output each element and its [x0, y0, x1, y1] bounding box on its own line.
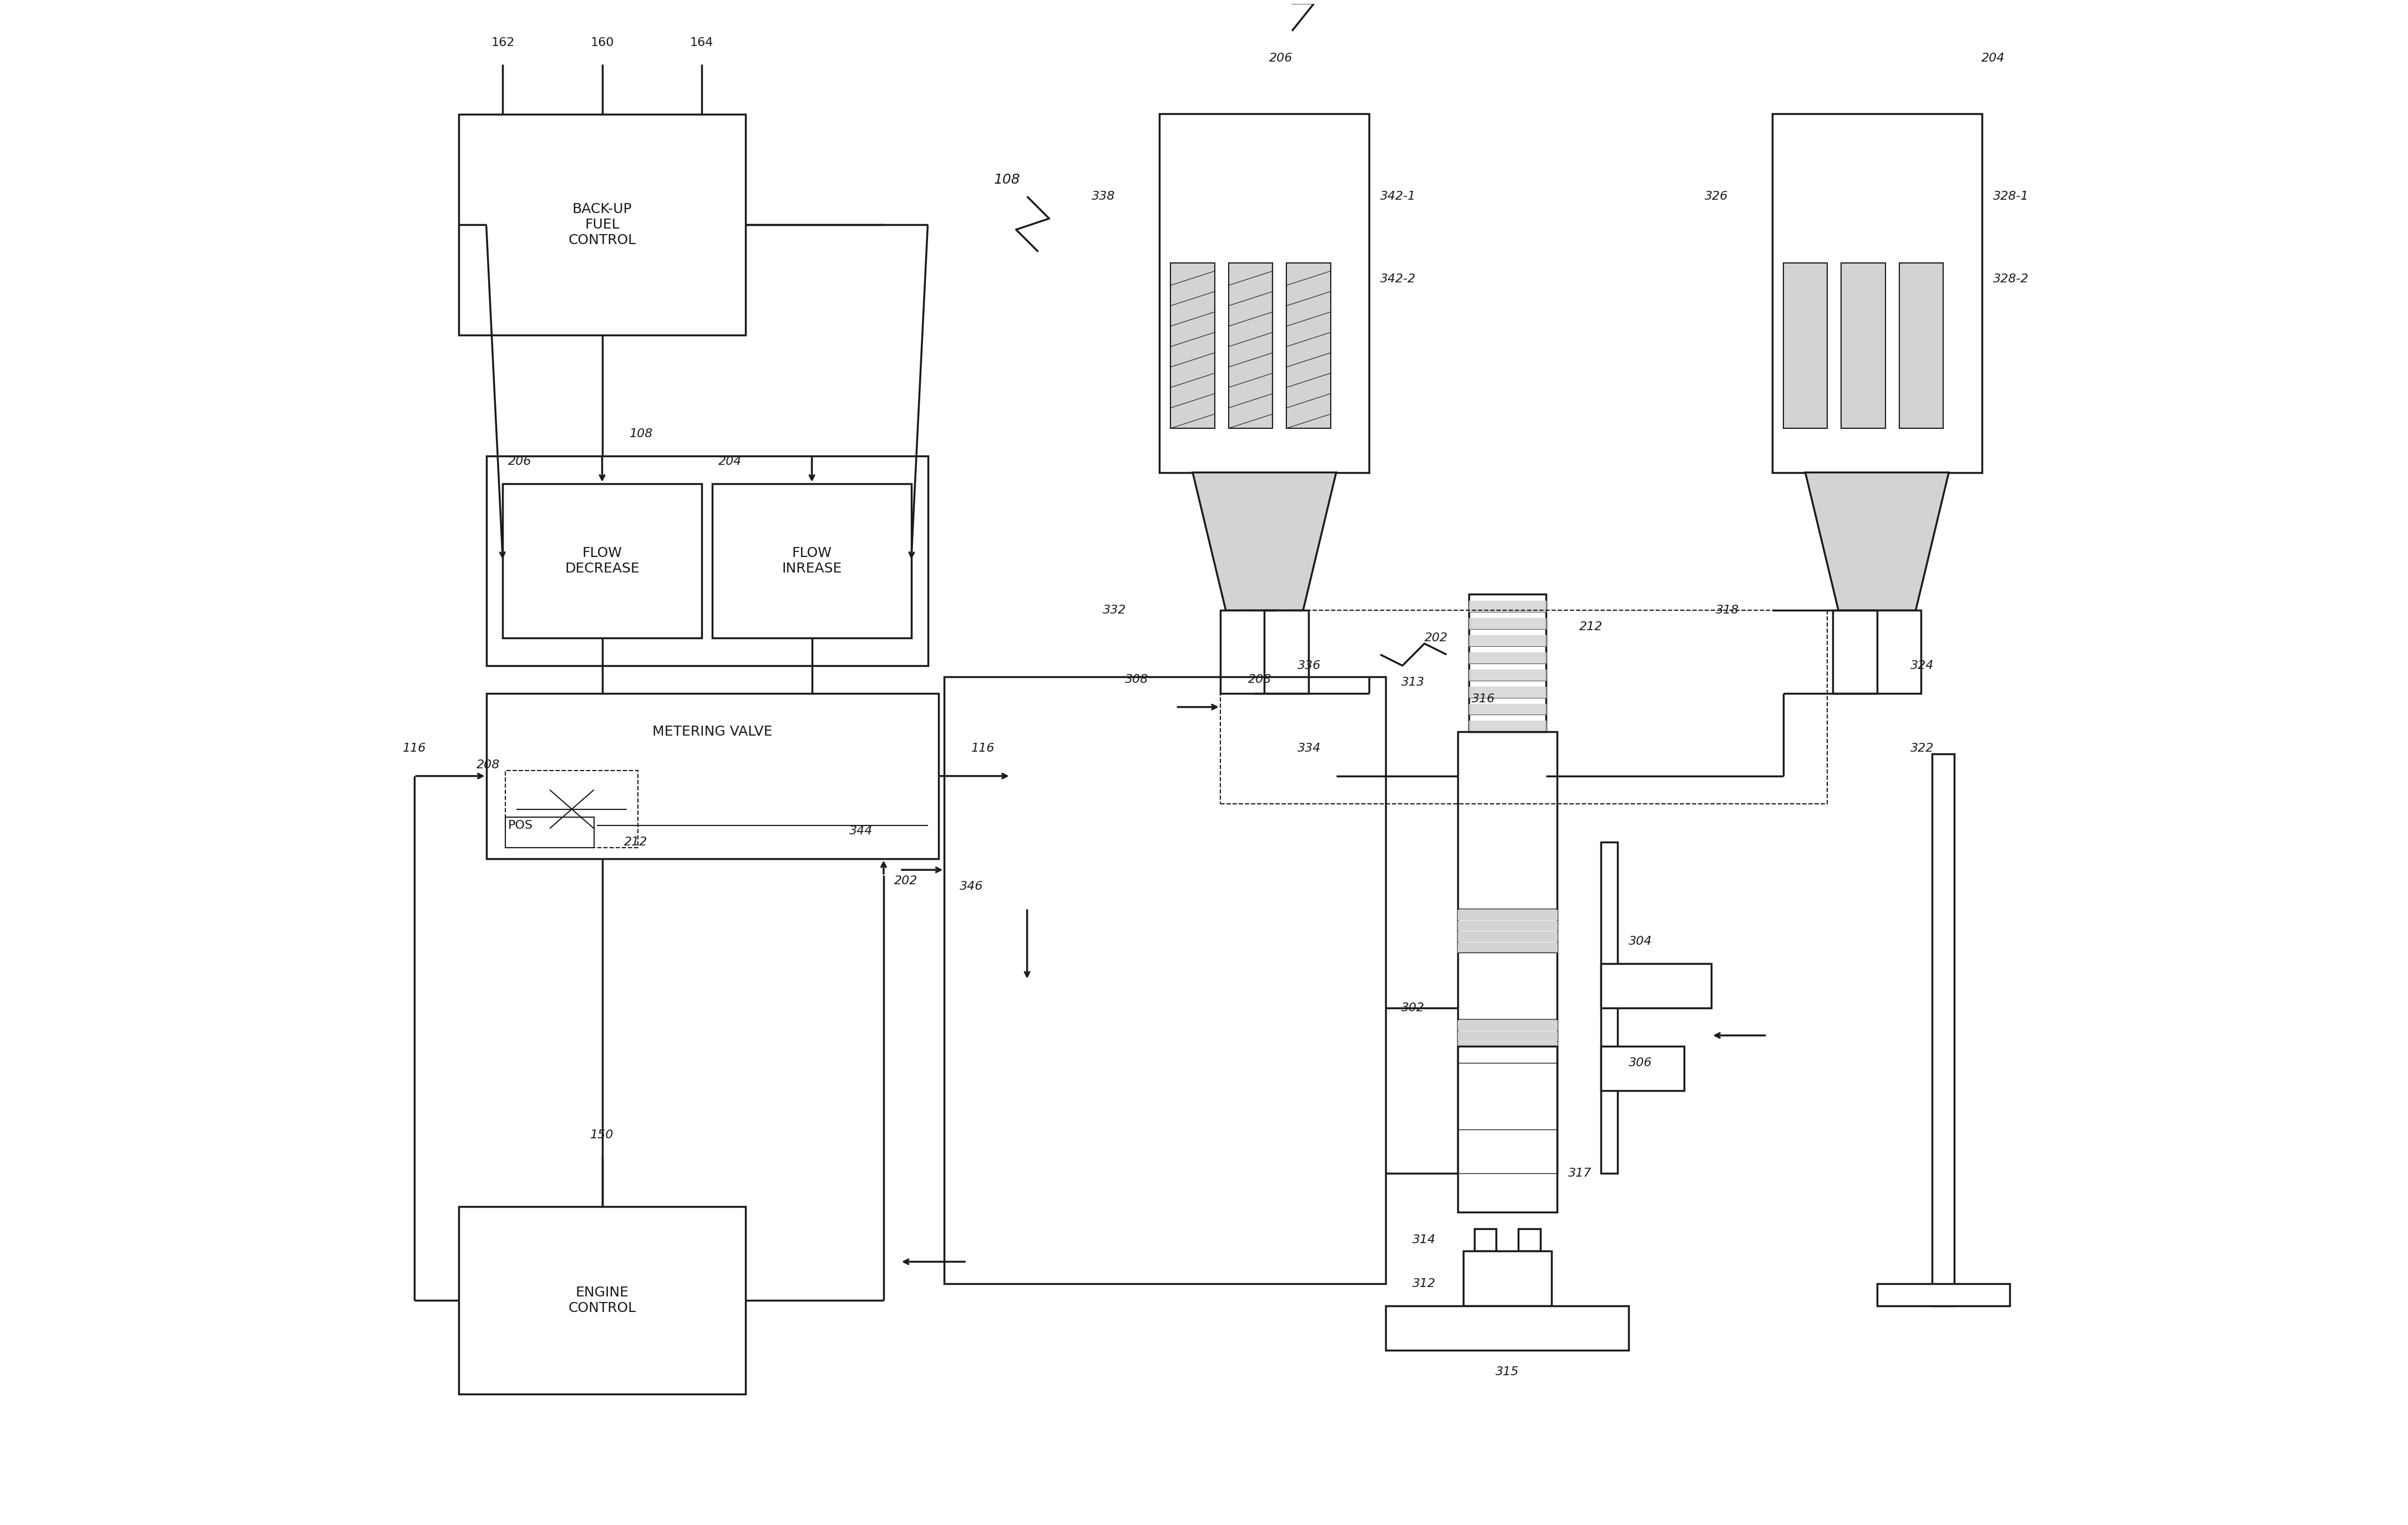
Text: 324: 324 [1910, 660, 1934, 671]
Text: FLOW
DECREASE: FLOW DECREASE [566, 546, 641, 575]
Text: 160: 160 [590, 37, 614, 47]
Text: 202: 202 [1426, 633, 1447, 644]
Bar [1784, 262, 1828, 429]
Text: FLOW
INREASE: FLOW INREASE [783, 546, 843, 575]
Text: 212: 212 [1580, 622, 1604, 633]
Bar [1457, 1046, 1558, 1212]
Text: METERING VALVE: METERING VALVE [653, 726, 773, 738]
Bar [1842, 262, 1885, 429]
Text: POS: POS [508, 820, 532, 831]
Text: 318: 318 [1714, 605, 1739, 616]
Bar [1387, 1305, 1628, 1350]
Text: 344: 344 [850, 825, 872, 837]
Text: 328-1: 328-1 [1994, 191, 2028, 201]
Text: 108: 108 [631, 429, 653, 439]
Text: 314: 314 [1411, 1234, 1435, 1246]
Text: 312: 312 [1411, 1278, 1435, 1289]
Text: 322: 322 [1910, 743, 1934, 753]
Text: 342-2: 342-2 [1380, 273, 1416, 285]
Text: 150: 150 [590, 1128, 614, 1141]
Bar [1601, 1046, 1683, 1090]
Text: 116: 116 [402, 743, 426, 753]
Text: 208: 208 [1247, 674, 1271, 685]
Text: 308: 308 [1125, 674, 1149, 685]
Text: 315: 315 [1495, 1366, 1519, 1377]
Bar [1469, 593, 1546, 732]
Bar [1170, 262, 1214, 429]
Polygon shape [1806, 473, 1948, 610]
Text: 336: 336 [1298, 660, 1322, 671]
Bar [506, 770, 638, 848]
Bar [1832, 610, 1922, 694]
Bar [1474, 1229, 1495, 1250]
Text: 313: 313 [1401, 677, 1426, 688]
Bar [713, 483, 910, 637]
Text: 204: 204 [1982, 53, 2006, 64]
Text: 202: 202 [893, 875, 917, 886]
Bar [1221, 610, 1828, 804]
Bar [458, 114, 746, 336]
Bar [1931, 753, 1955, 1305]
Text: 326: 326 [1705, 191, 1729, 201]
Polygon shape [1192, 473, 1336, 610]
Bar [1161, 114, 1370, 473]
Text: 304: 304 [1628, 936, 1652, 947]
Bar [506, 817, 595, 848]
Text: 342-1: 342-1 [1380, 191, 1416, 201]
Bar [1900, 262, 1943, 429]
Bar [1286, 262, 1332, 429]
Text: 206: 206 [508, 456, 532, 467]
Text: 317: 317 [1568, 1168, 1592, 1179]
Text: 208: 208 [477, 759, 501, 770]
Text: 302: 302 [1401, 1002, 1426, 1014]
Bar [1228, 262, 1274, 429]
Text: 212: 212 [624, 837, 648, 848]
Bar [503, 483, 701, 637]
Text: 162: 162 [491, 37, 515, 47]
Text: BACK-UP
FUEL
CONTROL: BACK-UP FUEL CONTROL [568, 203, 636, 247]
Text: 164: 164 [689, 37, 713, 47]
Text: 338: 338 [1091, 191, 1115, 201]
Text: 108: 108 [995, 174, 1021, 186]
Text: 334: 334 [1298, 743, 1322, 753]
Bar [1221, 610, 1308, 694]
Text: 346: 346 [958, 881, 982, 892]
Bar [1457, 732, 1558, 1173]
Text: 328-2: 328-2 [1994, 273, 2028, 285]
Text: 306: 306 [1628, 1057, 1652, 1069]
Bar [1772, 114, 1982, 473]
Text: 204: 204 [718, 456, 742, 467]
Text: 116: 116 [970, 743, 995, 753]
Bar [486, 456, 927, 665]
Text: 332: 332 [1103, 605, 1127, 616]
Bar [1519, 1229, 1541, 1250]
Text: 316: 316 [1471, 694, 1495, 705]
Bar [1878, 1284, 2011, 1305]
Bar [1601, 842, 1618, 1173]
Bar [944, 677, 1387, 1284]
Bar [486, 694, 939, 859]
Text: 206: 206 [1269, 53, 1293, 64]
Bar [1601, 964, 1712, 1008]
Text: ENGINE
CONTROL: ENGINE CONTROL [568, 1286, 636, 1315]
Bar [1464, 1250, 1551, 1305]
Bar [458, 1206, 746, 1394]
